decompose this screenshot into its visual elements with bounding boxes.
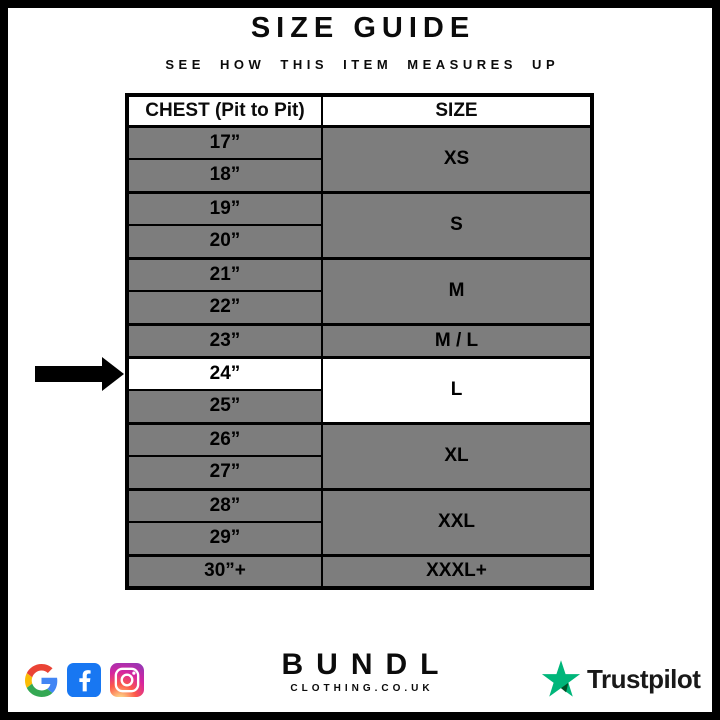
table-row: 24” L — [126, 355, 593, 424]
table-row: 28” XXL — [126, 487, 593, 556]
chest-cell: 19” — [126, 190, 323, 226]
table-row: 29” — [126, 521, 592, 556]
social-icons — [25, 663, 144, 697]
size-cell: L — [321, 355, 593, 424]
chest-cell: 22” — [126, 290, 323, 325]
table-row: 27” — [126, 455, 592, 490]
table-row: 18” — [126, 158, 592, 193]
page-subtitle: SEE HOW THIS ITEM MEASURES UP — [165, 57, 560, 72]
trustpilot-logo[interactable]: Trustpilot — [540, 660, 701, 698]
page-title: SIZE GUIDE — [250, 12, 476, 44]
size-cell: M — [321, 256, 593, 325]
size-cell: XXXL+ — [321, 553, 593, 589]
size-cell: XXL — [321, 487, 593, 556]
table-row: 19” S — [126, 190, 593, 259]
size-cell: XL — [321, 421, 593, 490]
brand-domain: CLOTHING.CO.UK — [290, 683, 434, 694]
table-row: 25” — [126, 389, 592, 424]
chest-cell: 27” — [126, 455, 323, 490]
chest-cell: 20” — [126, 224, 323, 259]
chest-cell: 24” — [126, 355, 323, 391]
arrow-right-icon — [35, 357, 124, 391]
table-row: 21” M — [126, 256, 593, 325]
table-row: 22” — [126, 290, 592, 325]
size-guide-table: CHEST (Pit to Pit) SIZE 17” XS 18” 19” S 20” 2… — [125, 93, 594, 590]
instagram-icon[interactable] — [110, 663, 144, 697]
trustpilot-label: Trustpilot — [587, 663, 701, 694]
table-row: 30”+ XXXL+ — [126, 553, 593, 589]
chest-cell: 28” — [126, 487, 323, 523]
col-header-chest: CHEST (Pit to Pit) — [126, 94, 323, 128]
chest-cell: 18” — [126, 158, 323, 193]
chest-cell: 21” — [126, 256, 323, 292]
brand-logo: BUNDL CLOTHING.CO.UK — [0, 650, 720, 694]
table-row: 26” XL — [126, 421, 593, 490]
size-cell: M / L — [321, 322, 593, 358]
chest-cell: 26” — [126, 421, 323, 457]
selected-row-arrow — [35, 357, 124, 391]
chest-cell: 25” — [126, 389, 323, 424]
google-icon[interactable] — [25, 663, 58, 697]
size-cell: XS — [321, 124, 593, 193]
chest-cell: 23” — [126, 322, 323, 358]
brand-name: BUNDL — [281, 648, 452, 681]
size-cell: S — [321, 190, 593, 259]
chest-cell: 30”+ — [126, 553, 323, 589]
chest-cell: 17” — [126, 124, 323, 160]
chest-cell: 29” — [126, 521, 323, 556]
table-row: 17” XS — [126, 124, 593, 193]
facebook-icon[interactable] — [67, 663, 101, 697]
col-header-size: SIZE — [321, 94, 593, 128]
table-row: 23” M / L — [126, 322, 593, 358]
table-row: 20” — [126, 224, 592, 259]
table-header-row: CHEST (Pit to Pit) SIZE — [126, 94, 593, 128]
size-table-body: 17” XS 18” 19” S 20” 21” M 22” 23” M / L 24” L 25” 26”… — [126, 124, 593, 589]
trustpilot-star-icon — [541, 660, 581, 697]
